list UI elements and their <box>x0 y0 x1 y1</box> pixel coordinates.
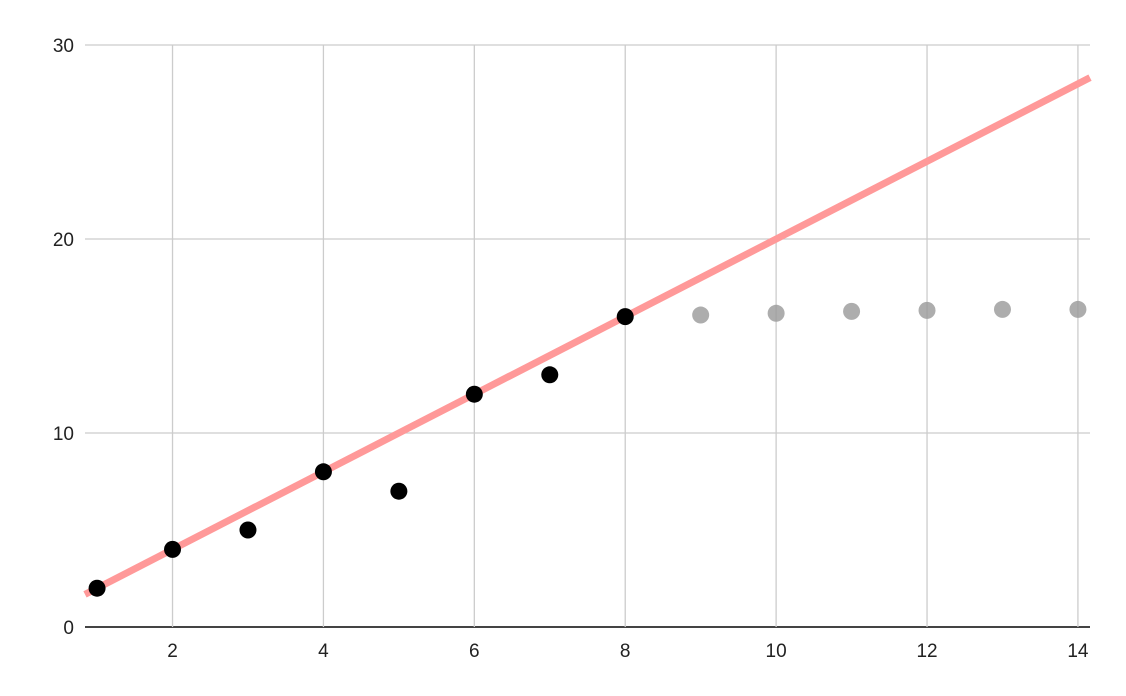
y-tick-label: 20 <box>53 230 74 251</box>
projected-data-point <box>767 304 785 322</box>
projected-data-point <box>918 301 936 319</box>
projected-data-point <box>692 306 710 324</box>
x-tick-label: 2 <box>167 641 178 662</box>
trendline-layer <box>83 74 1092 598</box>
data-point <box>164 540 182 558</box>
data-point <box>314 463 332 481</box>
data-point <box>239 521 257 539</box>
x-tick-label: 10 <box>766 641 787 662</box>
x-tick-label: 6 <box>469 641 480 662</box>
data-point <box>541 366 559 384</box>
x-tick-label: 14 <box>1067 641 1089 662</box>
data-points <box>88 300 1087 597</box>
data-point <box>390 482 408 500</box>
projected-data-point <box>1069 300 1087 318</box>
y-tick-label: 10 <box>53 424 74 445</box>
projected-data-point <box>993 300 1011 318</box>
y-tick-label: 30 <box>53 36 74 57</box>
x-tick-label: 4 <box>318 641 329 662</box>
y-tick-label: 0 <box>63 618 74 639</box>
data-point <box>88 579 106 597</box>
trendline <box>83 74 1092 598</box>
gridlines <box>85 44 1090 628</box>
x-tick-label: 12 <box>916 641 937 662</box>
tick-labels: 0 10 20 30 2 4 6 8 10 12 14 <box>53 36 1089 662</box>
projected-data-point <box>843 302 861 320</box>
data-point <box>465 385 483 403</box>
x-tick-label: 8 <box>620 641 631 662</box>
data-point <box>616 308 634 326</box>
